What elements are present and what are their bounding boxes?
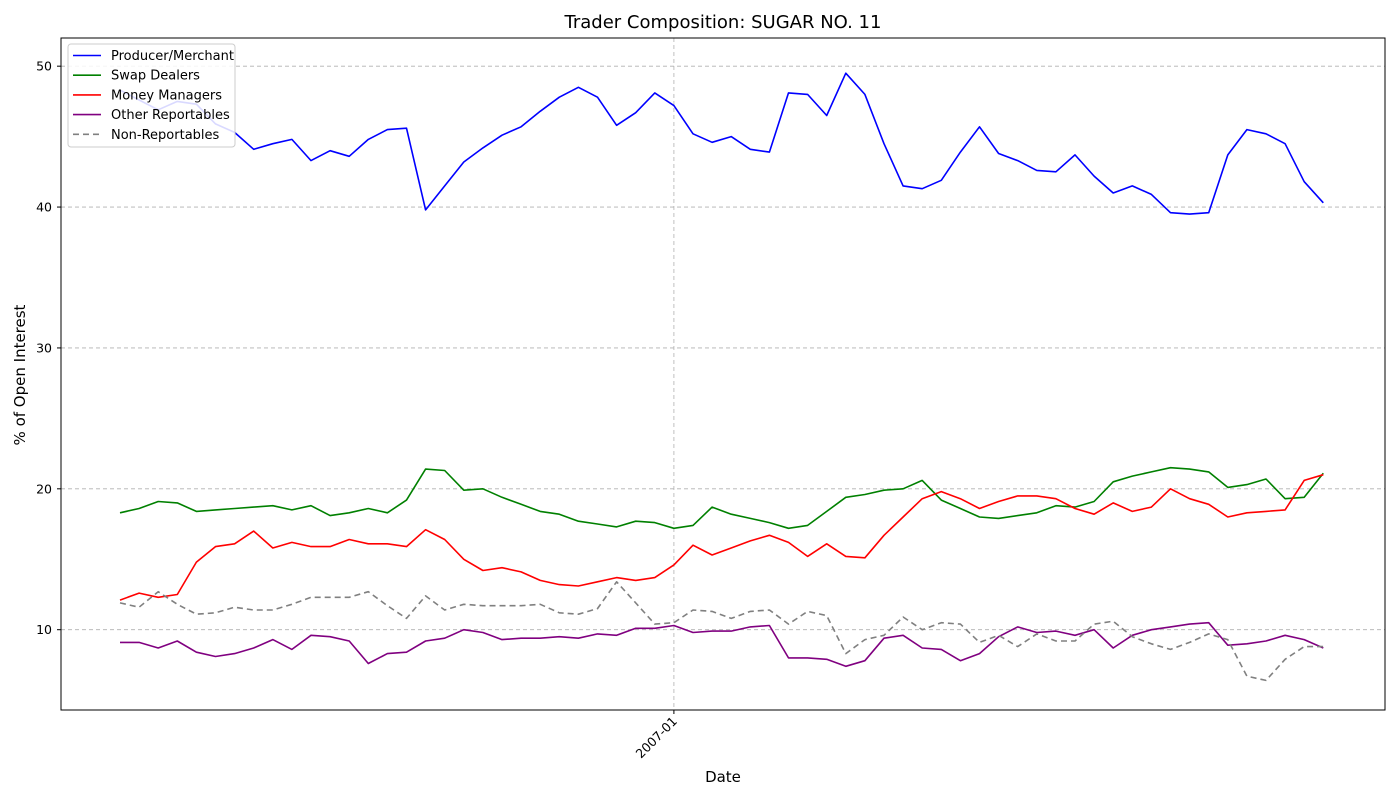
legend-label: Producer/Merchant	[111, 49, 234, 64]
y-tick-label: 40	[36, 200, 52, 215]
y-tick-label: 20	[36, 481, 52, 496]
plot-frame	[60, 37, 1386, 711]
y-tick-label: 30	[36, 340, 52, 355]
legend: Producer/Merchant Swap Dealers Money Manag…	[67, 43, 236, 148]
y-axis-label: % of Open Interest	[11, 304, 29, 445]
series-line-non-reportables	[119, 580, 1324, 682]
series-line-money-managers	[119, 473, 1324, 601]
legend-label: Swap Dealers	[111, 69, 200, 84]
legend-box	[67, 43, 236, 148]
grid-lines	[61, 38, 1385, 710]
legend-label: Money Managers	[111, 88, 222, 103]
series-line-swap-dealers	[119, 466, 1324, 530]
y-tick-label: 10	[36, 622, 52, 637]
legend-label: Non-Reportables	[111, 128, 220, 143]
chart-title: Trader Composition: SUGAR NO. 11	[564, 12, 882, 33]
y-tick-label: 50	[36, 59, 52, 74]
x-axis-label: Date	[705, 768, 741, 786]
series-lines	[119, 72, 1324, 682]
legend-label: Other Reportables	[111, 108, 230, 123]
series-line-other-reportables	[120, 621, 1324, 668]
series-line-producer-merchant	[119, 72, 1324, 215]
